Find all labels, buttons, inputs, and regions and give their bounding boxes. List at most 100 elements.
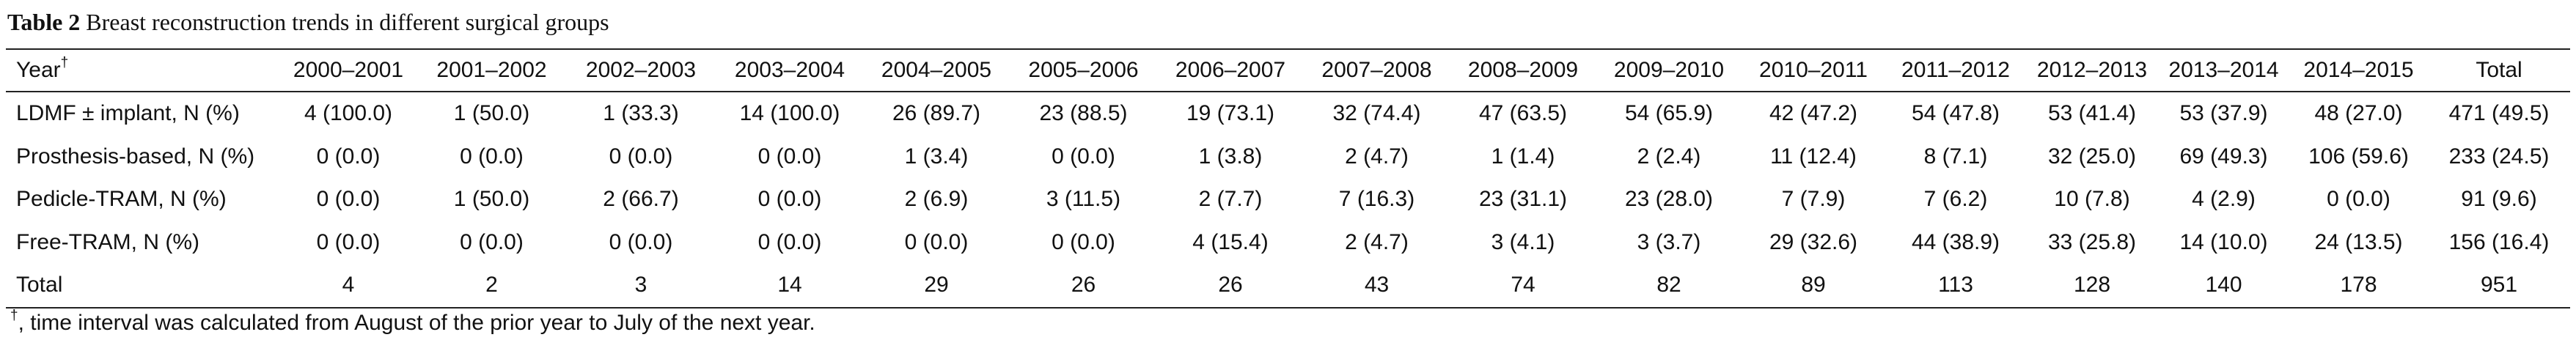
table-cell: 7 (7.9) bbox=[1781, 187, 1846, 212]
title-text: Breast reconstruction trends in differen… bbox=[86, 9, 609, 35]
table-cell: 1 (3.8) bbox=[1198, 144, 1263, 169]
table-cell: 140 bbox=[2205, 273, 2242, 298]
table-cell: 23 (28.0) bbox=[1624, 187, 1714, 212]
column-header: 2011–2012 bbox=[1885, 49, 2026, 92]
table-cell: 74 bbox=[1511, 273, 1535, 298]
column-header: 2008–2009 bbox=[1450, 49, 1596, 92]
column-header: 2010–2011 bbox=[1742, 49, 1885, 92]
table-cell: 44 (38.9) bbox=[1911, 229, 2000, 254]
table-cell: 0 (0.0) bbox=[2327, 187, 2390, 212]
column-header: 2009–2010 bbox=[1596, 49, 1742, 92]
column-header: 2002–2003 bbox=[565, 49, 716, 92]
column-header: Year† bbox=[6, 49, 279, 92]
table-cell: 2 (66.7) bbox=[603, 187, 679, 212]
table-cell: 32 (74.4) bbox=[1332, 101, 1421, 126]
column-header: Total bbox=[2428, 49, 2570, 92]
table-cell: 10 (7.8) bbox=[2054, 187, 2130, 212]
table-cell: 23 (31.1) bbox=[1478, 187, 1568, 212]
table-cell: 29 (32.6) bbox=[1769, 229, 1858, 254]
row-label: LDMF ± implant, N (%) bbox=[16, 101, 240, 126]
column-header-text: 2011–2012 bbox=[1901, 58, 2010, 82]
table-cell: 3 (11.5) bbox=[1046, 187, 1121, 212]
table-cell: 4 (100.0) bbox=[304, 101, 393, 126]
table-cell: 1 (1.4) bbox=[1491, 144, 1555, 169]
column-header: 2006–2007 bbox=[1157, 49, 1304, 92]
table-cell: 0 (0.0) bbox=[757, 187, 822, 212]
column-header: 2012–2013 bbox=[2026, 49, 2158, 92]
table-cell: 14 bbox=[777, 273, 802, 298]
table-cell: 53 (37.9) bbox=[2179, 101, 2268, 126]
row-label: Free-TRAM, N (%) bbox=[16, 229, 199, 254]
column-header: 2000–2001 bbox=[279, 49, 418, 92]
table-cell: 26 (89.7) bbox=[892, 101, 981, 126]
column-header-text: 2005–2006 bbox=[1028, 58, 1139, 82]
footnote-text: , time interval was calculated from Augu… bbox=[18, 311, 815, 335]
table-cell: 11 (12.4) bbox=[1770, 144, 1857, 169]
column-header-text: 2010–2011 bbox=[1759, 58, 1868, 82]
column-header: 2004–2005 bbox=[863, 49, 1010, 92]
footnote-marker: † bbox=[10, 308, 18, 323]
column-header-text: Total bbox=[2476, 58, 2522, 82]
table-cell: 3 (3.7) bbox=[1637, 229, 1701, 254]
table-cell: 471 (49.5) bbox=[2448, 101, 2550, 126]
column-header: 2001–2002 bbox=[418, 49, 565, 92]
column-header-text: 2000–2001 bbox=[293, 58, 404, 82]
table-cell: 54 (65.9) bbox=[1624, 101, 1714, 126]
table-row: Pedicle-TRAM, N (%) 0 (0.0) 1 (50.0) 2 (66.… bbox=[6, 178, 2570, 221]
table-cell: 178 bbox=[2340, 273, 2377, 298]
table-cell: 0 (0.0) bbox=[1052, 144, 1115, 169]
table-cell: 69 (49.3) bbox=[2179, 144, 2268, 169]
column-header-text: 2008–2009 bbox=[1467, 58, 1579, 82]
table-cell: 7 (16.3) bbox=[1338, 187, 1415, 212]
column-header: 2003–2004 bbox=[716, 49, 863, 92]
table-cell: 1 (50.0) bbox=[453, 187, 530, 212]
column-header: 2005–2006 bbox=[1010, 49, 1157, 92]
table-cell: 26 bbox=[1071, 273, 1096, 298]
table-cell: 1 (33.3) bbox=[603, 101, 679, 126]
row-label: Total bbox=[16, 273, 63, 298]
table-cell: 29 bbox=[924, 273, 949, 298]
table-cell: 0 (0.0) bbox=[460, 229, 524, 254]
table-cell: 2 (7.7) bbox=[1198, 187, 1263, 212]
table-cell: 106 (59.6) bbox=[2308, 144, 2409, 169]
table-cell: 43 bbox=[1364, 273, 1390, 298]
table-cell: 14 (10.0) bbox=[2179, 229, 2268, 254]
table-cell: 48 (27.0) bbox=[2314, 101, 2403, 126]
table-cell: 0 (0.0) bbox=[904, 229, 969, 254]
column-header-text: 2001–2002 bbox=[436, 58, 547, 82]
table-cell: 4 (2.9) bbox=[2192, 187, 2256, 212]
table-cell: 0 (0.0) bbox=[316, 144, 381, 169]
header-row: Year† 2000–2001 2001–2002 2002–2003 2003–200… bbox=[6, 49, 2570, 92]
table-cell: 0 (0.0) bbox=[1052, 229, 1115, 254]
column-header-text: 2004–2005 bbox=[881, 58, 992, 82]
table-cell: 32 (25.0) bbox=[2047, 144, 2137, 169]
table-cell: 0 (0.0) bbox=[757, 144, 822, 169]
column-header-text: Year bbox=[16, 58, 61, 82]
table-cell: 26 bbox=[1218, 273, 1243, 298]
table-cell: 1 (50.0) bbox=[453, 101, 530, 126]
table-cell: 89 bbox=[1801, 273, 1826, 298]
table-cell: 2 (6.9) bbox=[904, 187, 969, 212]
data-table: Year† 2000–2001 2001–2002 2002–2003 2003–200… bbox=[6, 48, 2570, 309]
table-row: Free-TRAM, N (%) 0 (0.0) 0 (0.0) 0 (0.0) 0 (… bbox=[6, 221, 2570, 265]
table-cell: 3 bbox=[634, 273, 647, 298]
table-label: Table 2 bbox=[7, 9, 81, 35]
row-label: Prosthesis-based, N (%) bbox=[16, 144, 255, 169]
table-row: Prosthesis-based, N (%) 0 (0.0) 0 (0.0) 0 (… bbox=[6, 136, 2570, 179]
table-cell: 7 (6.2) bbox=[1923, 187, 1988, 212]
column-header: 2014–2015 bbox=[2289, 49, 2428, 92]
row-label: Pedicle-TRAM, N (%) bbox=[16, 187, 227, 212]
column-header-text: 2014–2015 bbox=[2303, 58, 2414, 82]
table-cell: 24 (13.5) bbox=[2314, 229, 2403, 254]
table-cell: 2 bbox=[485, 273, 498, 298]
table-cell: 233 (24.5) bbox=[2448, 144, 2550, 169]
table-cell: 53 (41.4) bbox=[2047, 101, 2137, 126]
table-cell: 2 (2.4) bbox=[1637, 144, 1701, 169]
table-cell: 19 (73.1) bbox=[1186, 101, 1275, 126]
table-cell: 54 (47.8) bbox=[1911, 101, 2000, 126]
column-header: 2007–2008 bbox=[1304, 49, 1450, 92]
table-cell: 8 (7.1) bbox=[1923, 144, 1988, 169]
footnote: †, time interval was calculated from Aug… bbox=[10, 308, 815, 336]
table-cell: 0 (0.0) bbox=[316, 229, 381, 254]
